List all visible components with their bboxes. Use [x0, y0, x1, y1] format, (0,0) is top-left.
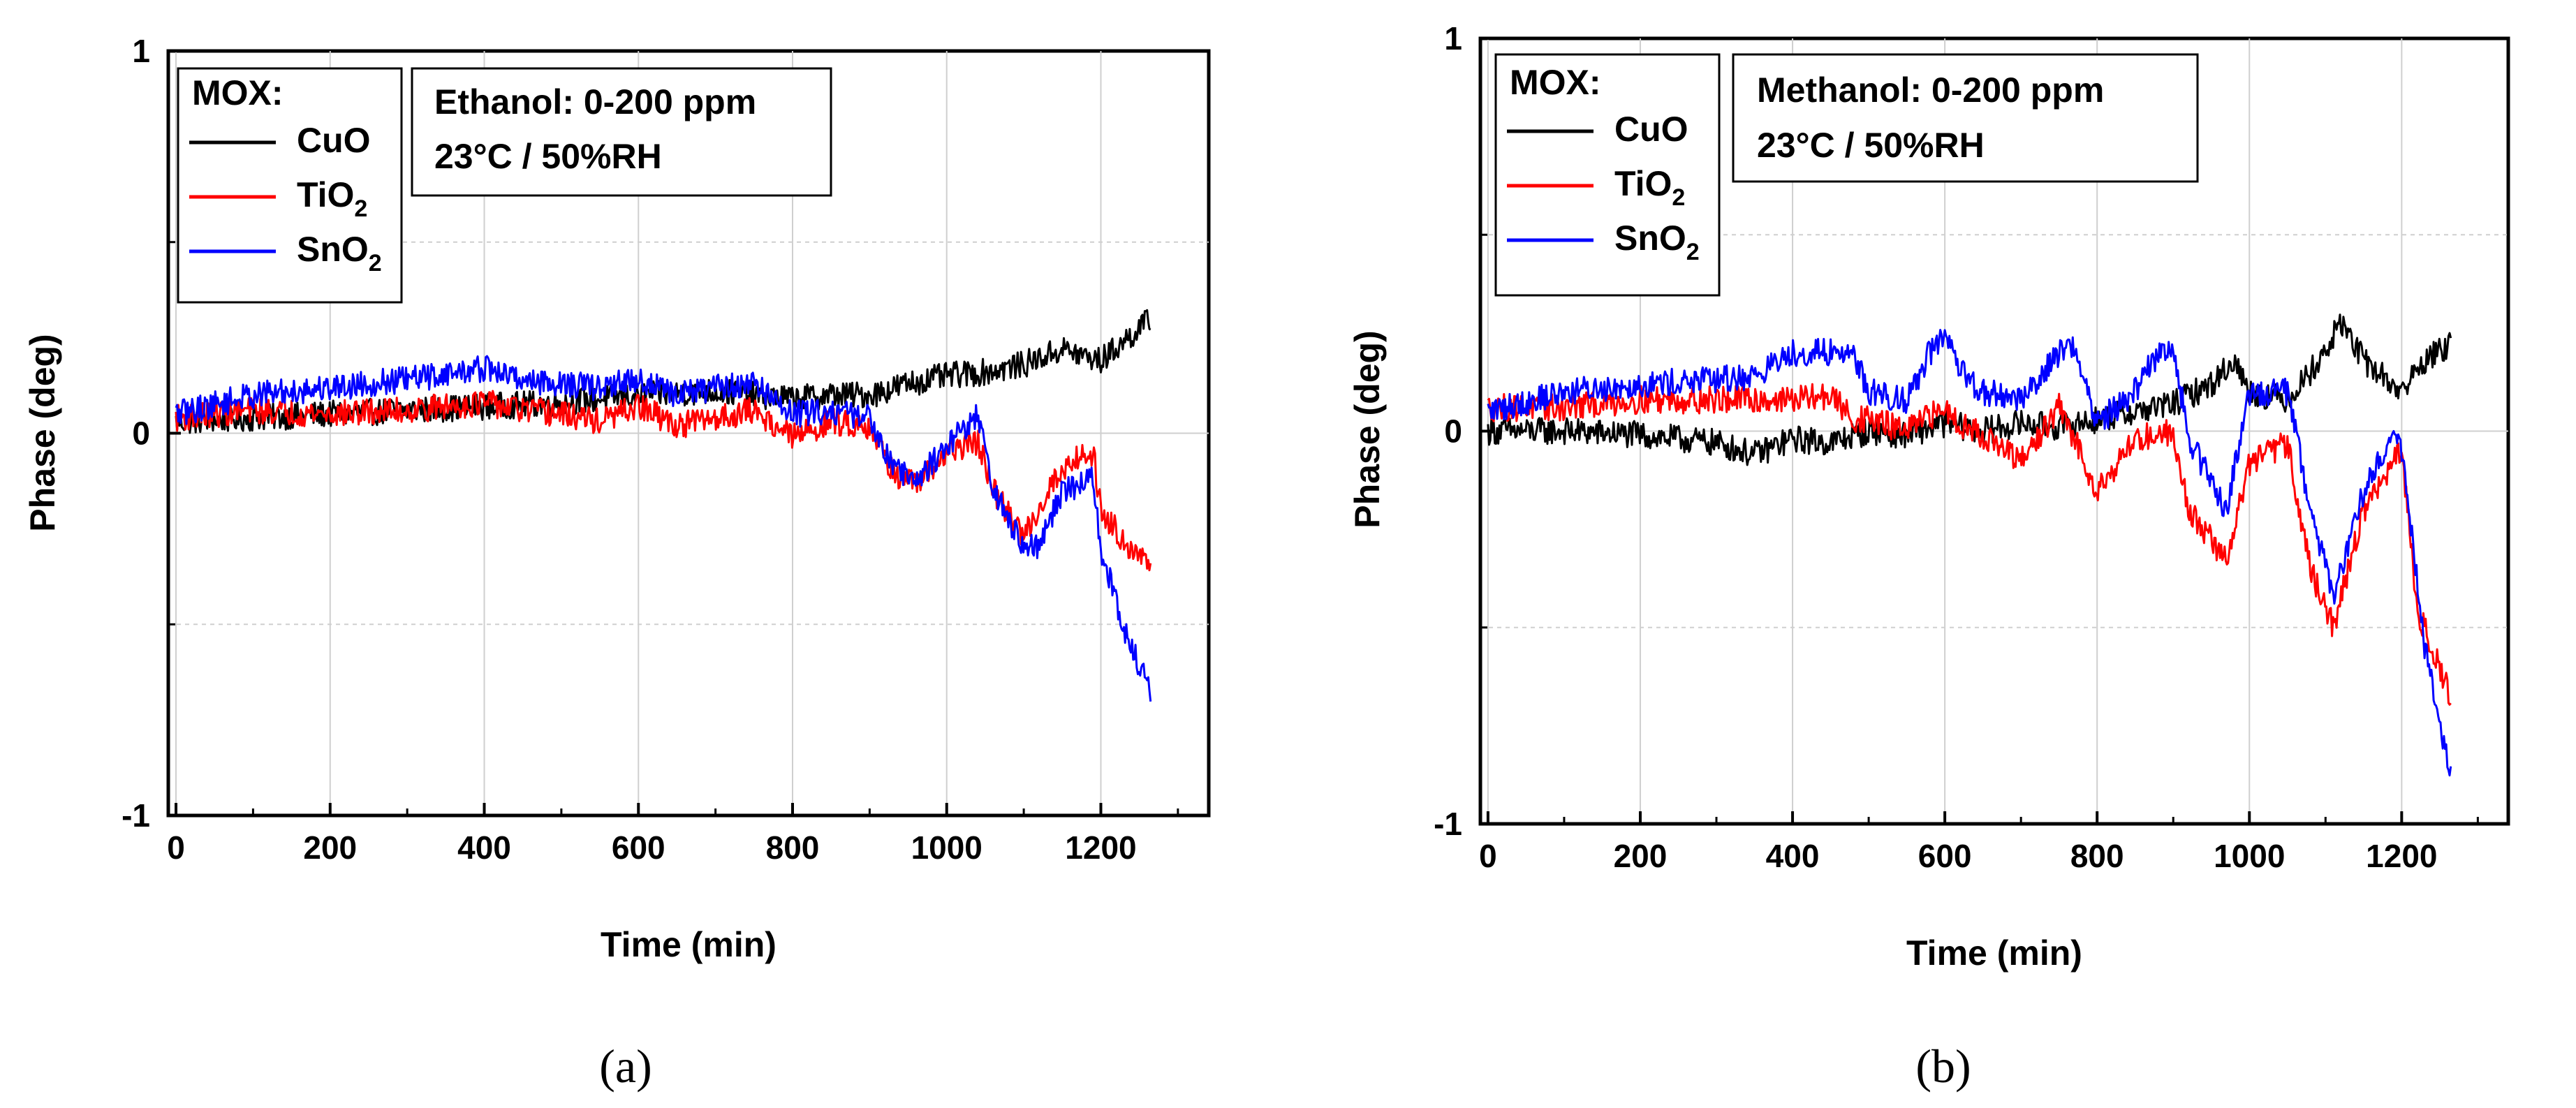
y-axis-label-a: Phase (deg) [23, 334, 62, 531]
y-tick-label-b: 1 [1444, 20, 1462, 57]
panel-b: 0 200 400 600 800 1000 1200 -1 0 1 Time (min) Pha… [1348, 20, 2510, 1093]
panel-caption-b: (b) [1915, 1040, 1971, 1093]
legend-label-b: SnO2 [1614, 219, 1700, 265]
x-axis-label-b: Time (min) [1906, 933, 2082, 973]
series-line-tio2-b [1487, 383, 2452, 706]
x-tick-label-b: 600 [1918, 838, 1972, 874]
series-group-b [1487, 313, 2452, 777]
info-box-frame-a [411, 67, 832, 197]
legend-label-b: CuO [1614, 110, 1688, 149]
ticks-b: 0 200 400 600 800 1000 1200 -1 0 1 [1434, 20, 2479, 874]
legend-label-a: SnO2 [297, 230, 382, 276]
x-tick-label-b: 400 [1766, 838, 1820, 874]
info-box-a: Ethanol: 0-200 ppm 23°C / 50%RH [411, 67, 832, 197]
series-line-tio2-a [175, 390, 1152, 572]
ticks-a: 0 200 400 600 800 1000 1200 -1 0 1 [122, 33, 1179, 866]
series-group-a [175, 309, 1152, 702]
x-tick-label-b: 1000 [2214, 838, 2285, 874]
y-axis-label-b: Phase (deg) [1348, 330, 1387, 528]
legend-box-a [177, 67, 403, 304]
y-tick-label-a: 1 [132, 33, 150, 69]
x-axis-label-a: Time (min) [601, 925, 777, 964]
x-tick-label-b: 1200 [2366, 838, 2437, 874]
y-tick-label-b: -1 [1434, 806, 1462, 842]
legend-box-b [1494, 53, 1721, 297]
x-tick-label-b: 800 [2070, 838, 2124, 874]
panel-caption-a: (a) [599, 1040, 652, 1093]
y-tick-label-b: 0 [1444, 413, 1462, 450]
x-tick-label-a: 1000 [911, 829, 982, 866]
info-box-frame-b [1732, 53, 2199, 183]
x-tick-label-a: 0 [167, 829, 185, 866]
x-tick-label-a: 1200 [1065, 829, 1136, 866]
x-tick-label-a: 600 [612, 829, 665, 866]
x-tick-label-a: 400 [457, 829, 511, 866]
x-tick-label-a: 200 [303, 829, 357, 866]
panel-a: 0 200 400 600 800 1000 1200 -1 0 1 Time (min) Pha… [23, 33, 1211, 1093]
x-tick-label-a: 800 [766, 829, 820, 866]
legend-label-a: CuO [297, 121, 371, 160]
y-tick-label-a: 0 [132, 415, 150, 452]
info-line-2-a: 23°C / 50%RH [434, 137, 662, 176]
x-tick-label-b: 0 [1479, 838, 1497, 874]
x-tick-label-b: 200 [1614, 838, 1668, 874]
legend-title-b: MOX: [1510, 63, 1601, 102]
info-line-1-a: Ethanol: 0-200 ppm [434, 82, 756, 121]
info-line-1-b: Methanol: 0-200 ppm [1757, 71, 2104, 110]
y-tick-label-a: -1 [122, 797, 150, 834]
legend-title-a: MOX: [192, 73, 284, 112]
series-line-sno2-b [1487, 329, 2452, 777]
series-line-sno2-a [175, 355, 1152, 702]
info-box-b: Methanol: 0-200 ppm 23°C / 50%RH [1732, 53, 2199, 183]
info-line-2-b: 23°C / 50%RH [1757, 126, 1985, 165]
